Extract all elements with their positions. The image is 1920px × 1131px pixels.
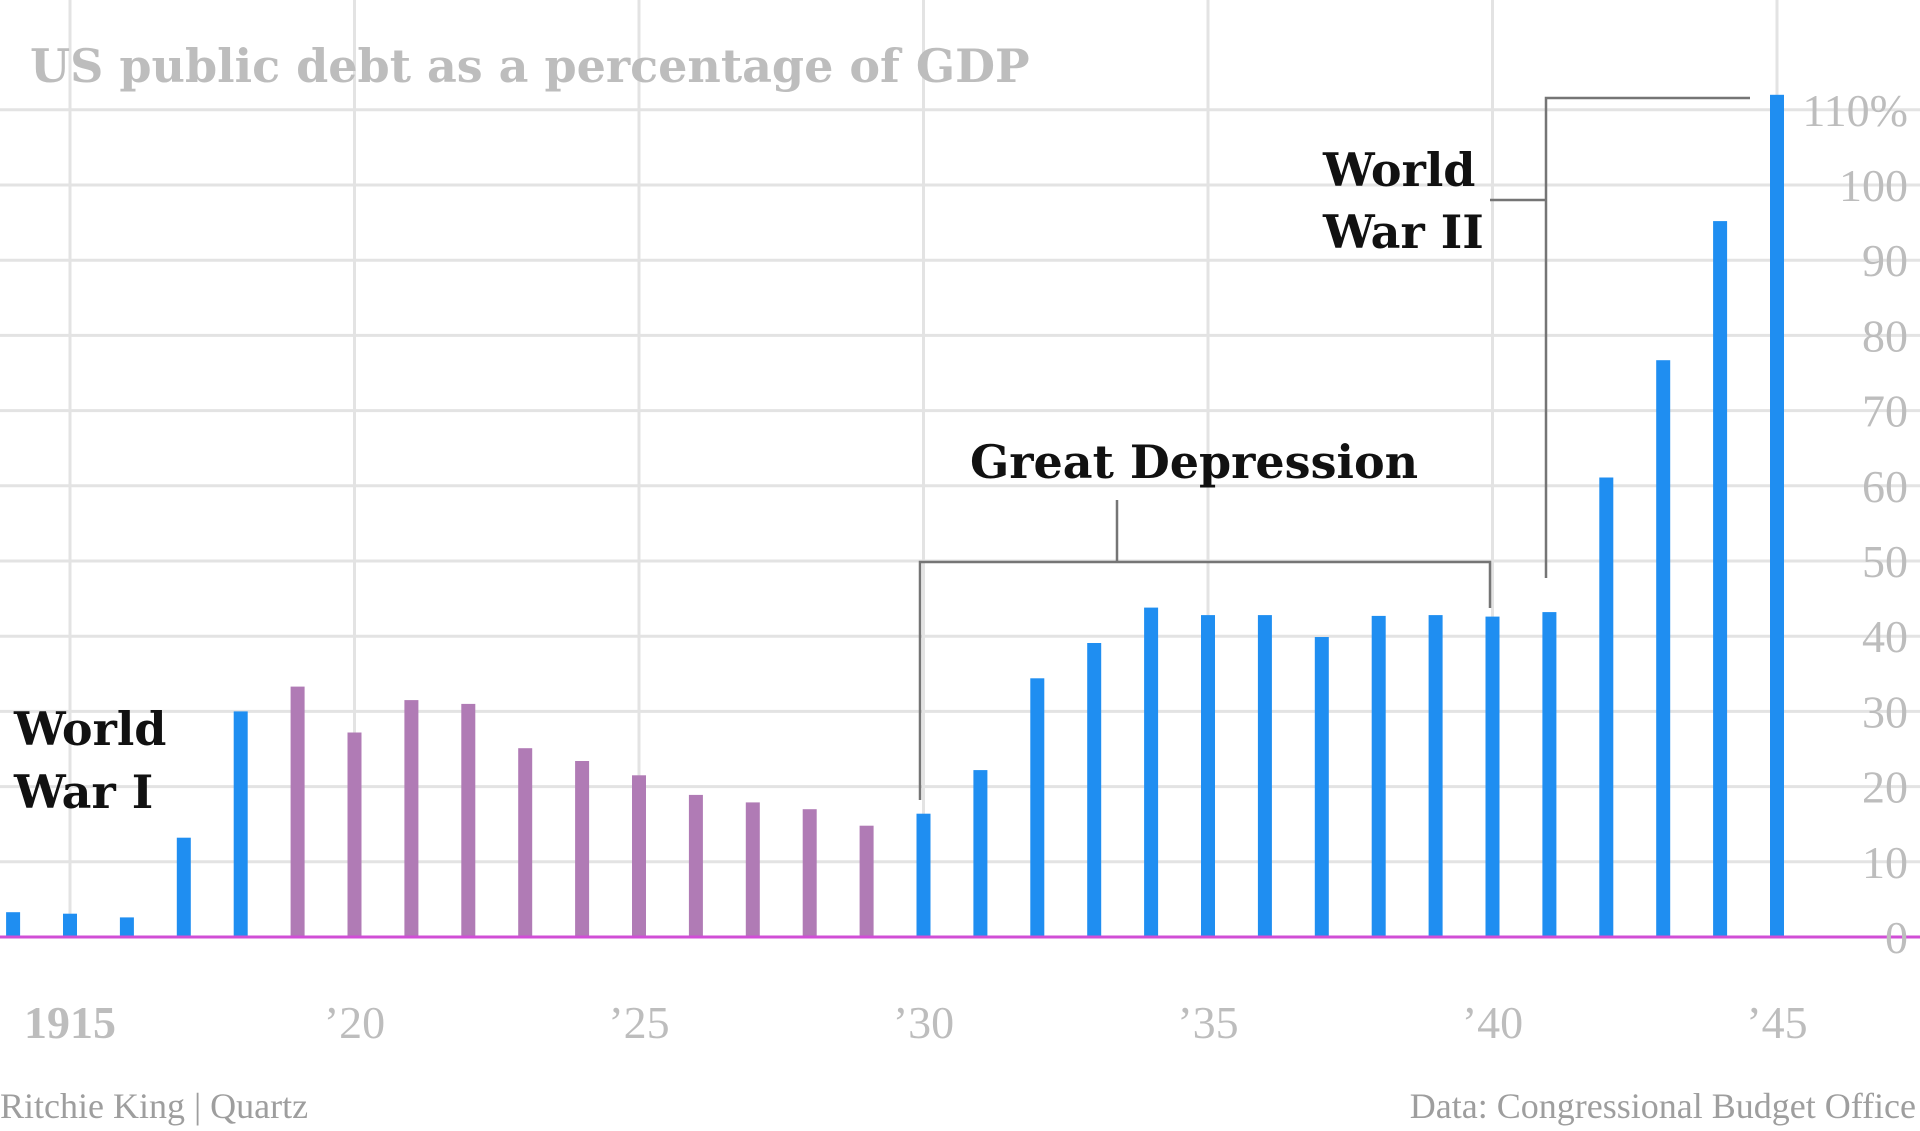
bar-1938 — [1371, 615, 1386, 937]
y-tick-90: 90 — [1862, 235, 1908, 286]
x-tick-1915: 1915 — [24, 997, 116, 1048]
bar-1941 — [1542, 612, 1557, 937]
annotation-world-war-1-line-2: War I — [13, 765, 153, 819]
vertical-gridlines — [68, 0, 1779, 937]
y-tick-10: 10 — [1862, 837, 1908, 888]
y-tick-100: 100 — [1839, 160, 1908, 211]
bar-1919 — [290, 686, 305, 937]
x-tick-1945: ’45 — [1746, 997, 1807, 1048]
bar-1935 — [1201, 615, 1215, 937]
bar-1914 — [6, 912, 21, 937]
y-tick-40: 40 — [1862, 611, 1908, 662]
x-tick-labels: 1915 ’20 ’25 ’30 ’35 ’40 ’45 — [24, 997, 1808, 1048]
bar-1923 — [518, 748, 533, 937]
bar-1942 — [1599, 477, 1614, 937]
bar-1940 — [1485, 616, 1500, 937]
y-tick-80: 80 — [1862, 310, 1908, 361]
bar-1917 — [176, 837, 191, 937]
bar-1929 — [859, 825, 874, 937]
x-tick-1925: ’25 — [608, 997, 669, 1048]
bar-1925 — [632, 775, 646, 937]
y-tick-20: 20 — [1862, 762, 1908, 813]
annotation-world-war-2-line-1: World — [1322, 143, 1475, 197]
y-tick-70: 70 — [1862, 386, 1908, 437]
great-depression-bracket — [918, 560, 1492, 800]
annotation-world-war-2: World War II — [1322, 96, 1750, 578]
bar-1932 — [1030, 678, 1045, 937]
bar-1921 — [404, 700, 419, 937]
y-tick-60: 60 — [1862, 461, 1908, 512]
bar-1936 — [1257, 615, 1272, 937]
y-tick-0: 0 — [1885, 912, 1908, 963]
bar-1939 — [1428, 615, 1443, 937]
x-tick-1930: ’30 — [893, 997, 954, 1048]
bars — [6, 94, 1784, 938]
bar-1931 — [973, 770, 988, 937]
bar-1928 — [802, 809, 817, 937]
credit-right: Data: Congressional Budget Office — [1410, 1086, 1916, 1126]
bar-1922 — [461, 703, 476, 937]
bar-1937 — [1314, 637, 1329, 937]
bar-1915 — [63, 913, 77, 937]
x-tick-1935: ’35 — [1177, 997, 1238, 1048]
y-tick-50: 50 — [1862, 536, 1908, 587]
annotation-great-depression-label: Great Depression — [970, 435, 1418, 489]
x-tick-1920: ’20 — [324, 997, 385, 1048]
bar-1943 — [1656, 360, 1671, 937]
bar-1944 — [1713, 221, 1728, 938]
bar-1920 — [347, 732, 362, 937]
annotation-world-war-1: World War I — [13, 702, 166, 819]
bar-1930 — [916, 813, 931, 937]
bar-1926 — [688, 794, 703, 937]
chart-title: US public debt as a percentage of GDP — [30, 39, 1030, 93]
bar-1924 — [575, 761, 590, 937]
world-war-2-bracket — [1544, 96, 1750, 578]
bar-1918 — [233, 711, 248, 937]
y-tick-labels: 0 10 20 30 40 50 60 70 80 90 100 110% — [1802, 85, 1908, 963]
annotation-great-depression: Great Depression — [918, 435, 1492, 800]
bar-1934 — [1144, 607, 1159, 937]
annotation-world-war-2-line-2: War II — [1322, 205, 1484, 259]
bar-1945 — [1770, 94, 1784, 938]
y-tick-30: 30 — [1862, 686, 1908, 737]
bar-1927 — [745, 802, 760, 937]
credit-left: Ritchie King | Quartz — [0, 1086, 308, 1126]
horizontal-gridlines — [0, 108, 1920, 864]
x-tick-1940: ’40 — [1462, 997, 1523, 1048]
bar-1933 — [1087, 643, 1102, 937]
bar-1916 — [119, 917, 134, 937]
annotation-world-war-1-line-1: World — [13, 702, 166, 756]
y-tick-110: 110% — [1802, 85, 1908, 136]
